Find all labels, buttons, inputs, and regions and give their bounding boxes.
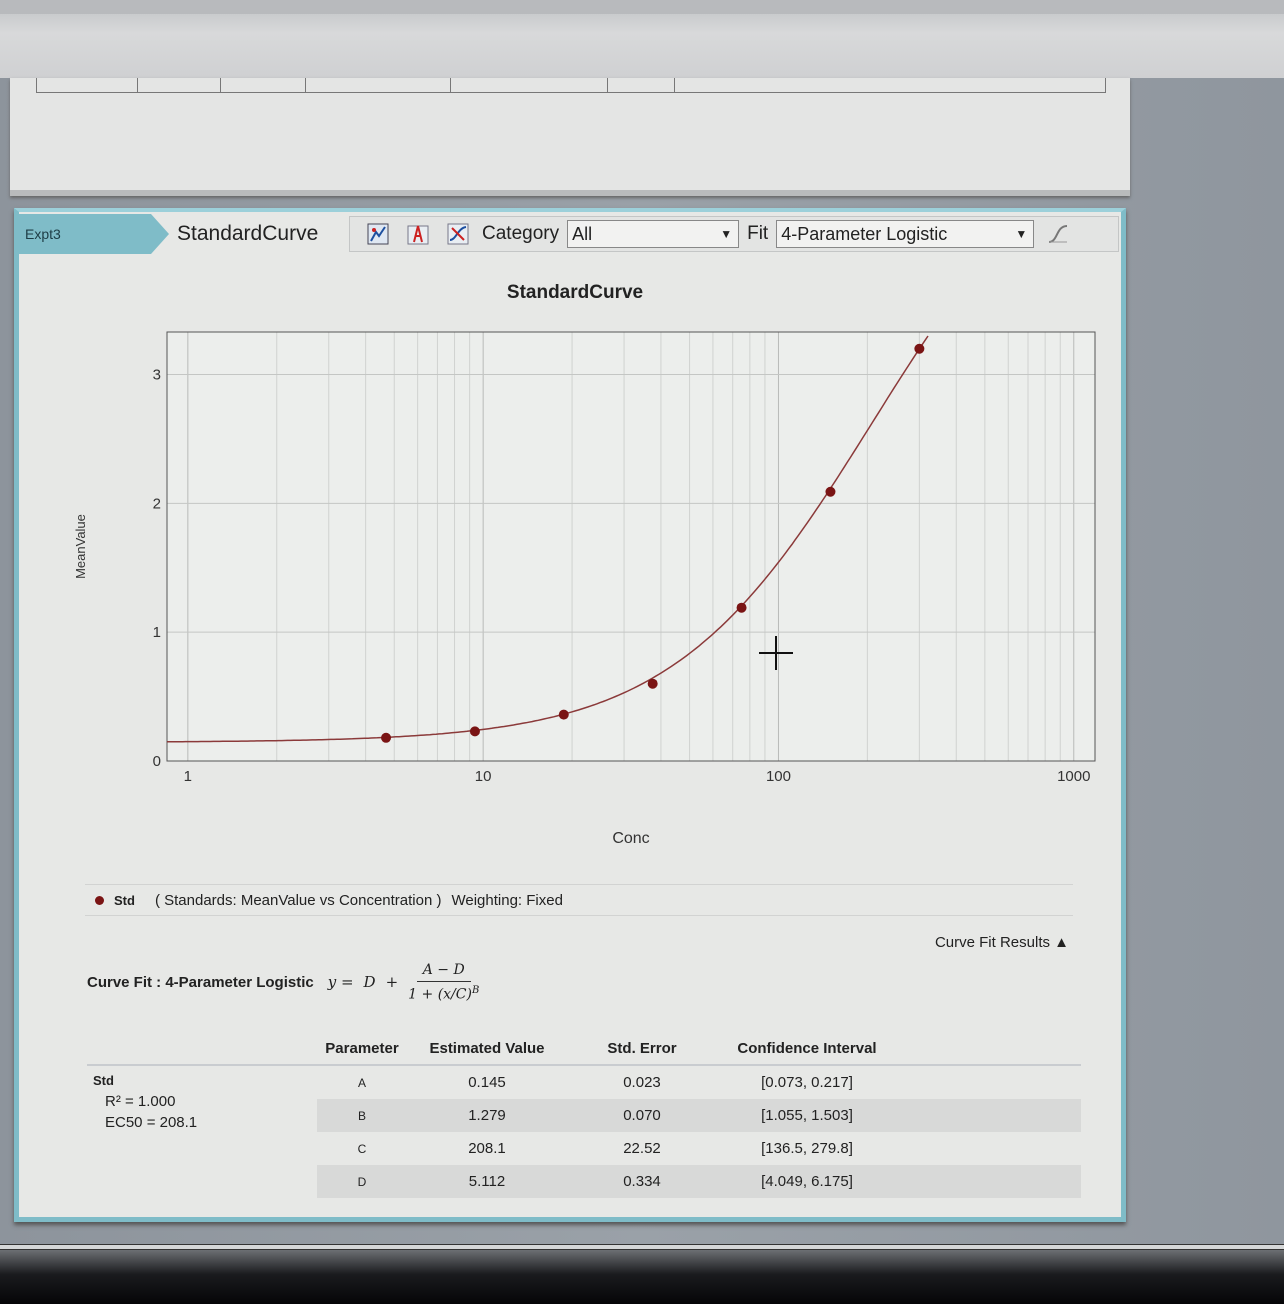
std-summary: Std R² = 1.000 EC50 = 208.1 — [93, 1070, 197, 1133]
ec50: EC50 = 208.1 — [105, 1114, 198, 1131]
results-row: C 208.1 22.52 [136.5, 279.8] — [87, 1132, 1081, 1165]
ci-cell: [0.073, 0.217] — [761, 1074, 853, 1091]
monitor-edge — [0, 1244, 1284, 1250]
x-tick-label: 10 — [475, 768, 492, 785]
legend-weighting: Weighting: Fixed — [451, 891, 563, 909]
category-value: All — [572, 223, 593, 244]
monitor-bezel — [0, 1250, 1284, 1304]
header-estimated-value: Estimated Value — [429, 1040, 545, 1057]
param-cell: A — [357, 1075, 366, 1090]
data-point — [736, 602, 747, 613]
legend-series-name: Std — [114, 892, 135, 908]
equation-lhs: y = — [327, 973, 354, 992]
chevron-down-icon: ▼ — [720, 227, 733, 241]
x-tick-label: 100 — [766, 768, 791, 785]
curve-fit-button[interactable] — [442, 220, 474, 248]
header-confidence-interval: Confidence Interval — [737, 1040, 877, 1057]
chevron-down-icon: ▼ — [1015, 227, 1028, 241]
x-tick-label: 1000 — [1057, 768, 1090, 785]
series-marker-icon — [95, 895, 104, 905]
value-cell: 0.145 — [468, 1074, 506, 1091]
r-squared: R² = 1.000 — [105, 1093, 176, 1110]
chart-legend: Std ( Standards: MeanValue vs Concentrat… — [85, 884, 1073, 916]
y-tick-label: 1 — [153, 624, 161, 641]
category-label: Category — [482, 223, 560, 244]
curve-shape-button[interactable] — [1042, 220, 1074, 248]
x-axis-label: Conc — [612, 830, 649, 847]
curve-shape-icon — [1049, 225, 1068, 243]
data-point — [558, 709, 569, 720]
error-cell: 0.334 — [623, 1173, 661, 1190]
equation-denominator: 1 + (x/C) — [408, 986, 472, 1003]
y-axis-label: MeanValue — [73, 514, 88, 579]
curve-fit-results-table: Parameter Estimated Value Std. Error Con… — [87, 1040, 1081, 1198]
ci-cell: [1.055, 1.503] — [761, 1107, 853, 1124]
curve-fit-equation: Curve Fit : 4-Parameter Logistic y = D +… — [87, 962, 479, 1003]
equation-fraction: A − D 1 + (x/C)B — [408, 962, 479, 1003]
crosshair-cursor-icon — [759, 636, 793, 670]
equation-numerator: A − D — [416, 962, 471, 982]
chart-settings-icon — [367, 223, 389, 245]
equation-exponent: B — [471, 985, 480, 996]
plot-area — [166, 331, 1096, 762]
y-tick-label: 0 — [153, 753, 161, 770]
upper-data-panel — [10, 78, 1130, 196]
standard-curve-panel: Expt3 StandardCurve Category All ▼ Fit 4… — [14, 208, 1126, 1222]
fit-value: 4-Parameter Logistic — [781, 223, 948, 244]
equation-d: D — [363, 973, 376, 992]
value-cell: 5.112 — [468, 1173, 506, 1190]
standard-curve-chart: 1 10 100 1000 0 1 2 3 Conc MeanValue — [73, 331, 1096, 847]
data-point — [914, 343, 925, 354]
value-cell: 1.279 — [468, 1107, 506, 1124]
ci-cell: [4.049, 6.175] — [761, 1173, 853, 1190]
curve-fit-icon — [447, 223, 469, 245]
experiment-tab[interactable]: Expt3 — [19, 214, 169, 254]
window-top-bar — [0, 0, 1284, 78]
curve-fit-label: Curve Fit : 4-Parameter Logistic — [87, 973, 314, 991]
results-header-row: Parameter Estimated Value Std. Error Con… — [87, 1040, 1081, 1066]
data-point — [647, 678, 658, 689]
param-cell: B — [357, 1108, 366, 1123]
header-std-error: Std. Error — [607, 1040, 677, 1057]
results-row: B 1.279 0.070 [1.055, 1.503] — [87, 1099, 1081, 1132]
upper-data-table — [36, 78, 1106, 93]
value-cell: 208.1 — [468, 1140, 506, 1157]
chart-settings-button[interactable] — [362, 220, 394, 248]
data-point — [825, 486, 836, 497]
axis-format-icon — [407, 225, 429, 245]
equation-formula: y = D + A − D 1 + (x/C)B — [328, 962, 480, 1003]
header-parameter: Parameter — [325, 1040, 399, 1057]
curve-fit-results-toggle[interactable]: Curve Fit Results ▲ — [934, 934, 1069, 951]
data-point — [469, 726, 480, 737]
fit-curve — [166, 335, 929, 743]
error-cell: 22.52 — [623, 1140, 661, 1157]
chart-toolbar: Category All ▼ Fit 4-Parameter Logistic … — [349, 216, 1119, 252]
fit-dropdown[interactable]: 4-Parameter Logistic ▼ — [776, 220, 1035, 248]
chart-title: StandardCurve — [506, 282, 644, 303]
results-body: Std R² = 1.000 EC50 = 208.1 A 0.145 0.023 [… — [87, 1066, 1081, 1198]
error-cell: 0.023 — [623, 1074, 661, 1091]
x-tick-label: 1 — [184, 768, 192, 785]
panel-title: StandardCurve — [177, 222, 319, 245]
results-row: D 5.112 0.334 [4.049, 6.175] — [87, 1165, 1081, 1198]
legend-description: ( Standards: MeanValue vs Concentration … — [154, 891, 442, 909]
param-cell: C — [357, 1141, 367, 1156]
error-cell: 0.070 — [623, 1107, 661, 1124]
results-row: A 0.145 0.023 [0.073, 0.217] — [87, 1066, 1081, 1099]
ci-cell: [136.5, 279.8] — [761, 1140, 853, 1157]
axis-format-button[interactable] — [402, 220, 434, 248]
category-dropdown[interactable]: All ▼ — [567, 220, 740, 248]
data-point — [381, 732, 392, 743]
y-tick-label: 3 — [153, 367, 161, 384]
equation-plus: + — [385, 973, 399, 992]
std-name: Std — [93, 1073, 114, 1088]
y-tick-label: 2 — [153, 495, 161, 512]
param-cell: D — [357, 1174, 367, 1189]
fit-label: Fit — [747, 223, 769, 244]
